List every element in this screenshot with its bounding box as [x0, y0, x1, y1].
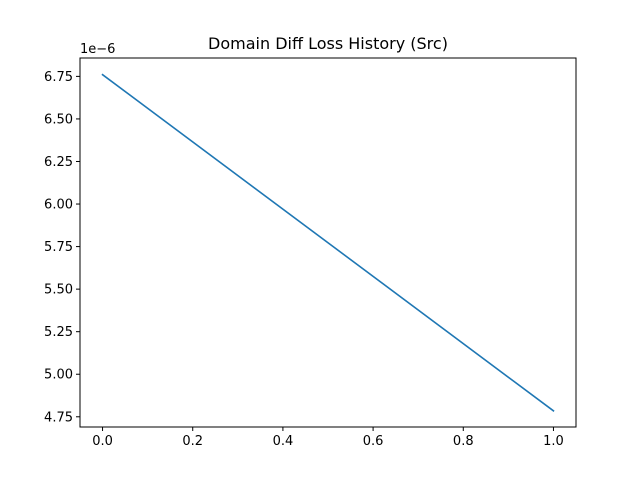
x-axis: 0.0 0.2 0.4 0.6 0.8 1.0 [92, 427, 564, 449]
x-tick-label: 0.2 [182, 434, 203, 449]
y-tick-label: 6.50 [44, 112, 73, 127]
x-tick-label: 0.6 [363, 434, 384, 449]
x-tick-label: 0.4 [273, 434, 294, 449]
x-tick-label: 1.0 [543, 434, 564, 449]
plot-frame [79, 57, 577, 428]
chart-title: Domain Diff Loss History (Src) [208, 34, 448, 53]
y-tick-label: 6.25 [44, 155, 73, 170]
y-tick-label: 4.75 [44, 410, 73, 425]
y-tick-label: 5.25 [44, 325, 73, 340]
plot-area [101, 73, 555, 412]
series-line-0 [101, 73, 555, 412]
x-tick-label: 0.8 [453, 434, 474, 449]
x-tick-label: 0.0 [92, 434, 113, 449]
y-axis: 4.75 5.00 5.25 5.50 5.75 6.00 6.25 6.50 6.75 [44, 70, 80, 425]
y-tick-label: 5.50 [44, 283, 73, 298]
y-tick-label: 6.00 [44, 198, 73, 213]
y-tick-label: 5.75 [44, 240, 73, 255]
y-tick-label: 6.75 [44, 70, 73, 85]
y-tick-label: 5.00 [44, 368, 73, 383]
y-axis-offset-label: 1e−6 [80, 42, 115, 57]
